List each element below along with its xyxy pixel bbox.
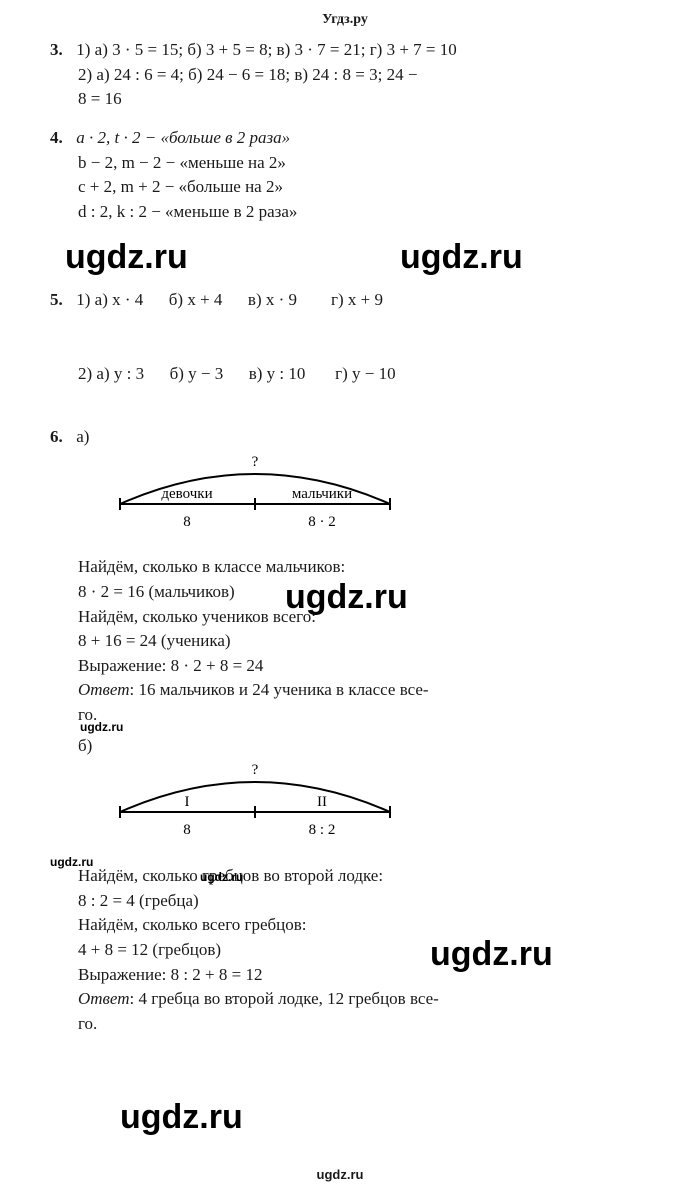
p4-l2: b − 2, m − 2 − «меньше на 2» [78, 151, 640, 176]
p6-a4: 8 + 16 = 24 (ученика) [78, 629, 640, 654]
p5-line1: 5. 1) а) x · 4 б) x + 4 в) x · 9 г) x + … [50, 288, 640, 313]
p6-a3: Найдём, сколько учеников всего: [78, 605, 640, 630]
p6-b3: Найдём, сколько всего гребцов: [78, 913, 640, 938]
p6-a7: го. [78, 703, 640, 728]
p6-b7: го. [78, 1012, 640, 1037]
diagram-b: ? I II 8 8 : 2 [100, 762, 640, 858]
watermark-5: ugdz.ru [120, 1098, 243, 1137]
p6-b5: Выражение: 8 : 2 + 8 = 12 [78, 963, 640, 988]
p6-a5: Выражение: 8 · 2 + 8 = 24 [78, 654, 640, 679]
p4-l1: a · 2, t · 2 − «больше в 2 раза» [76, 128, 290, 147]
diag-a-bleft: 8 [183, 514, 191, 530]
p3-line1: 3. 1) а) 3 · 5 = 15; б) 3 + 5 = 8; в) 3 … [50, 38, 640, 63]
diag-b-bleft: 8 [183, 822, 191, 838]
p6-b6: Ответ: 4 гребца во второй лодке, 12 греб… [78, 987, 640, 1012]
site-header: Угдз.ру [50, 12, 640, 28]
diag-b-right: II [317, 794, 327, 810]
diag-b-top: ? [252, 762, 259, 778]
p3-l2: 2) а) 24 : 6 = 4; б) 24 − 6 = 18; в) 24 … [78, 63, 640, 88]
p5-l2: 2) а) y : 3 б) y − 3 в) y : 10 г) y − 10 [78, 362, 640, 387]
diag-b-bright: 8 : 2 [309, 822, 336, 838]
problem-4: 4. a · 2, t · 2 − «больше в 2 раза» b − … [50, 126, 640, 225]
p6-a1: Найдём, сколько в классе мальчиков: [78, 555, 640, 580]
p6-b1: Найдём, сколько гребцов во второй лодке: [78, 864, 640, 889]
p4-line1: 4. a · 2, t · 2 − «больше в 2 раза» [50, 126, 640, 151]
p6-b6b: : 4 гребца во второй лодке, 12 гребцов в… [130, 989, 439, 1008]
p6-a6a: Ответ [78, 680, 130, 699]
p6-b-label: б) [78, 734, 640, 759]
diag-a-right: мальчики [292, 486, 352, 502]
site-footer: ugdz.ru [0, 1167, 680, 1182]
p4-l3: c + 2, m + 2 − «больше на 2» [78, 175, 640, 200]
p6-b6a: Ответ [78, 989, 130, 1008]
p6-a2: 8 · 2 = 16 (мальчиков) [78, 580, 640, 605]
p3-l3: 8 = 16 [78, 87, 640, 112]
p6-a6b: : 16 мальчиков и 24 ученика в классе все… [130, 680, 429, 699]
diag-b-left: I [185, 794, 190, 810]
diag-a-top: ? [252, 454, 259, 470]
p4-l4: d : 2, k : 2 − «меньше в 2 раза» [78, 200, 640, 225]
diag-a-left: девочки [161, 486, 212, 502]
diagram-a: ? девочки мальчики 8 8 · 2 [100, 454, 640, 550]
diag-a-bright: 8 · 2 [308, 514, 336, 530]
p6-a6: Ответ: 16 мальчиков и 24 ученика в класс… [78, 678, 640, 703]
p6-b2: 8 : 2 = 4 (гребца) [78, 889, 640, 914]
p6-b4: 4 + 8 = 12 (гребцов) [78, 938, 640, 963]
p6-a-lbl: а) [76, 427, 89, 446]
p6-a-label: 6. а) [50, 425, 640, 450]
p3-l1: 1) а) 3 · 5 = 15; б) 3 + 5 = 8; в) 3 · 7… [76, 40, 457, 59]
problem-5: 5. 1) а) x · 4 б) x + 4 в) x · 9 г) x + … [50, 238, 640, 410]
p5-l1: 1) а) x · 4 б) x + 4 в) x · 9 г) x + 9 [76, 290, 383, 309]
problem-6: 6. а) ? девочки мальчики 8 8 · 2 Найдём,… [50, 425, 640, 1037]
problem-3: 3. 1) а) 3 · 5 = 15; б) 3 + 5 = 8; в) 3 … [50, 38, 640, 112]
